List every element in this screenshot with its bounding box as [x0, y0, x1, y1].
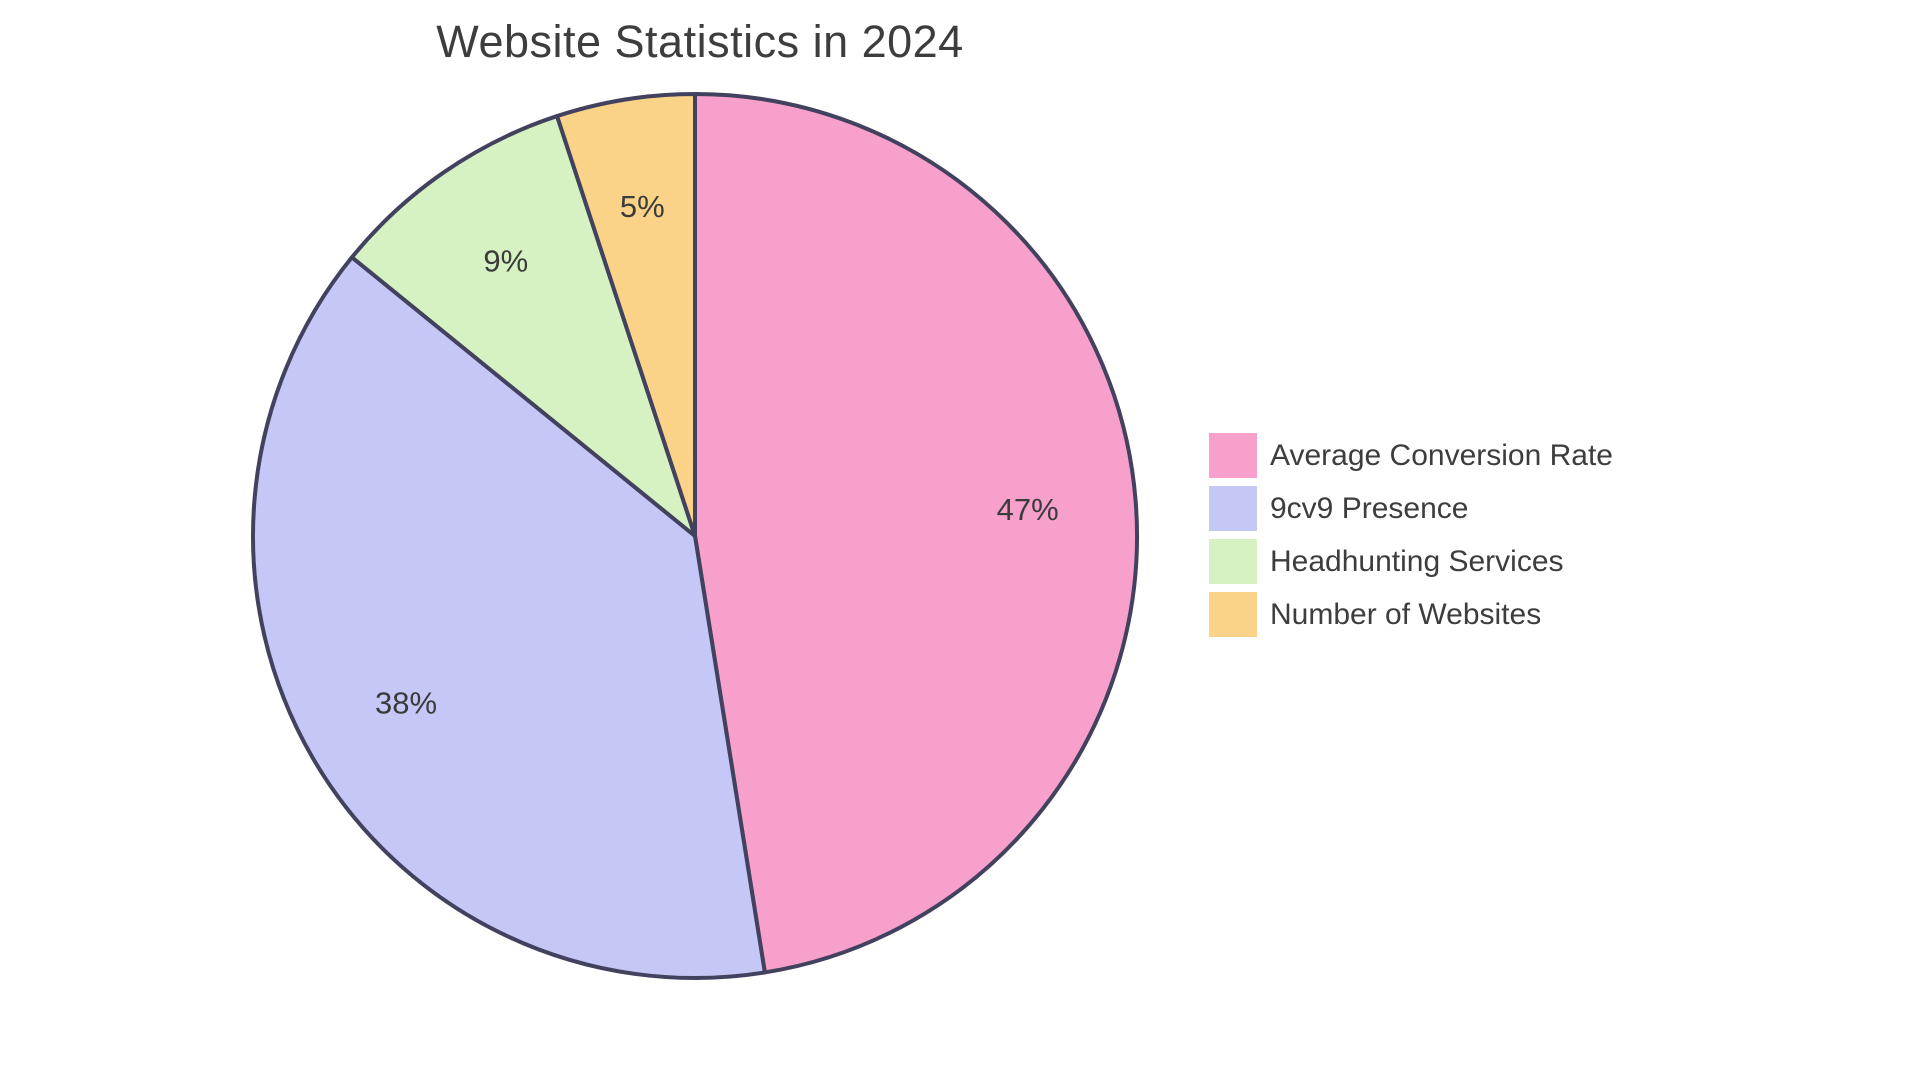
pie-slice-average-conversion-rate — [693, 92, 1140, 975]
legend-swatch-number-of-websites — [1209, 592, 1257, 637]
legend: Average Conversion Rate 9cv9 Presence He… — [1209, 433, 1613, 645]
legend-label: Headhunting Services — [1270, 544, 1564, 578]
pie-slice-value-label: 5% — [620, 189, 665, 224]
legend-item: 9cv9 Presence — [1209, 486, 1613, 531]
pie-slice-value-label: 9% — [483, 244, 528, 279]
legend-label: Average Conversion Rate — [1270, 438, 1613, 472]
legend-swatch-average-conversion-rate — [1209, 433, 1257, 478]
legend-item: Average Conversion Rate — [1209, 433, 1613, 478]
legend-item: Number of Websites — [1209, 592, 1613, 637]
chart-title: Website Statistics in 2024 — [436, 16, 964, 67]
legend-swatch-9cv9-presence — [1209, 486, 1257, 531]
pie-slice-9cv9-presence — [251, 255, 767, 981]
legend-item: Headhunting Services — [1209, 539, 1613, 584]
legend-label: Number of Websites — [1270, 597, 1542, 631]
pie-slice-value-label: 47% — [997, 492, 1059, 527]
legend-label: 9cv9 Presence — [1270, 491, 1469, 525]
pie-slice-number-of-websites — [555, 92, 697, 538]
legend-swatch-headhunting-services — [1209, 539, 1257, 584]
pie-slice-value-label: 38% — [375, 685, 437, 720]
pie-slice-headhunting-services — [349, 114, 697, 538]
